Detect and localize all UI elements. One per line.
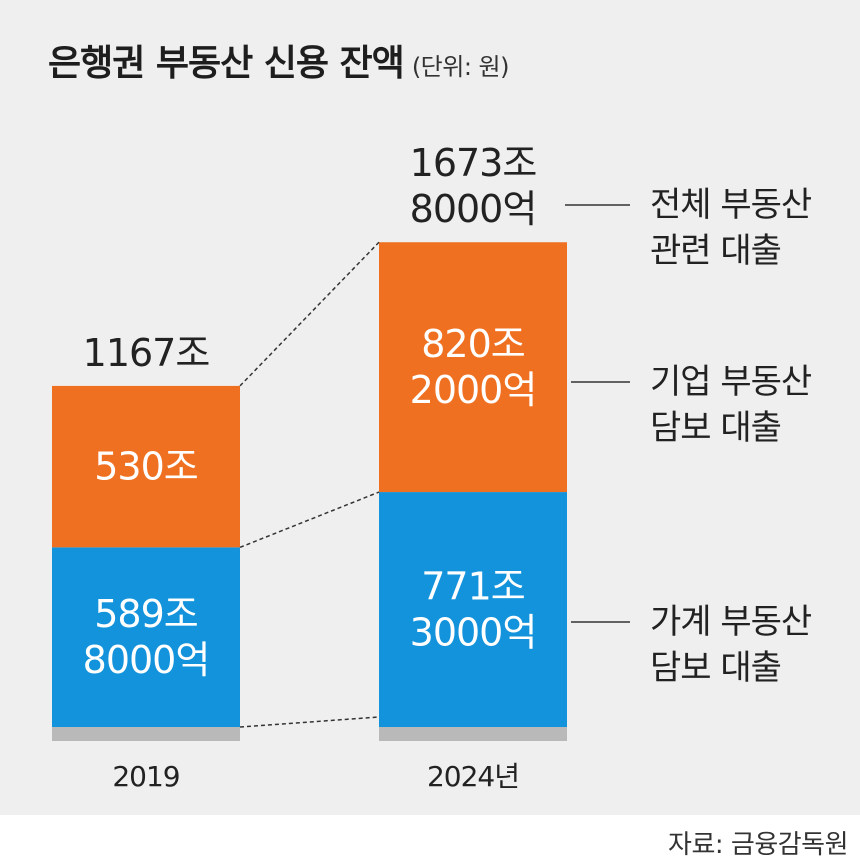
corporate-value-label: 530조 xyxy=(94,445,198,489)
corporate-value-label: 820조 xyxy=(421,322,525,366)
bar-household xyxy=(379,492,567,727)
source-note: 자료: 금융감독원 xyxy=(668,830,848,860)
category-label: 2024년 xyxy=(427,760,519,793)
connector-line xyxy=(239,491,380,549)
legend-total-label: 관련 대출 xyxy=(650,231,781,271)
chart-card: 은행권 부동산 신용 잔액 (단위: 원) 589조 8000억 530조 1167조 2… xyxy=(0,0,860,815)
household-value-label: 589조 xyxy=(94,592,198,636)
category-label: 2019 xyxy=(112,760,179,793)
household-value-label: 3000억 xyxy=(410,611,537,655)
bar-corporate xyxy=(379,242,567,493)
connector-line xyxy=(239,716,380,728)
household-value-label: 8000억 xyxy=(83,638,210,682)
legend-household-label: 가계 부동산 xyxy=(650,602,812,642)
total-value-label: 8000억 xyxy=(410,187,537,231)
bar-base xyxy=(52,727,240,741)
total-value-label: 1673조 xyxy=(410,141,537,185)
bar-base xyxy=(379,727,567,741)
household-value-label: 771조 xyxy=(421,565,525,609)
legend-corporate-label: 담보 대출 xyxy=(650,408,781,448)
bar-household xyxy=(52,547,240,727)
bar-corporate xyxy=(52,385,240,548)
unit-label: (단위: 원) xyxy=(411,53,510,81)
connector-line xyxy=(239,241,380,387)
legend-household-label: 담보 대출 xyxy=(650,648,781,688)
title-row: 은행권 부동산 신용 잔액 (단위: 원) xyxy=(48,34,510,86)
total-value-label: 1167조 xyxy=(83,331,210,375)
corporate-value-label: 2000억 xyxy=(410,368,537,412)
legend-total-label: 전체 부동산 xyxy=(650,185,812,225)
stacked-bar-chart: 589조8000억530조1167조2019771조3000억820조2000억… xyxy=(52,141,813,793)
chart-title: 은행권 부동산 신용 잔액 xyxy=(48,43,405,84)
legend-corporate-label: 기업 부동산 xyxy=(650,362,812,402)
